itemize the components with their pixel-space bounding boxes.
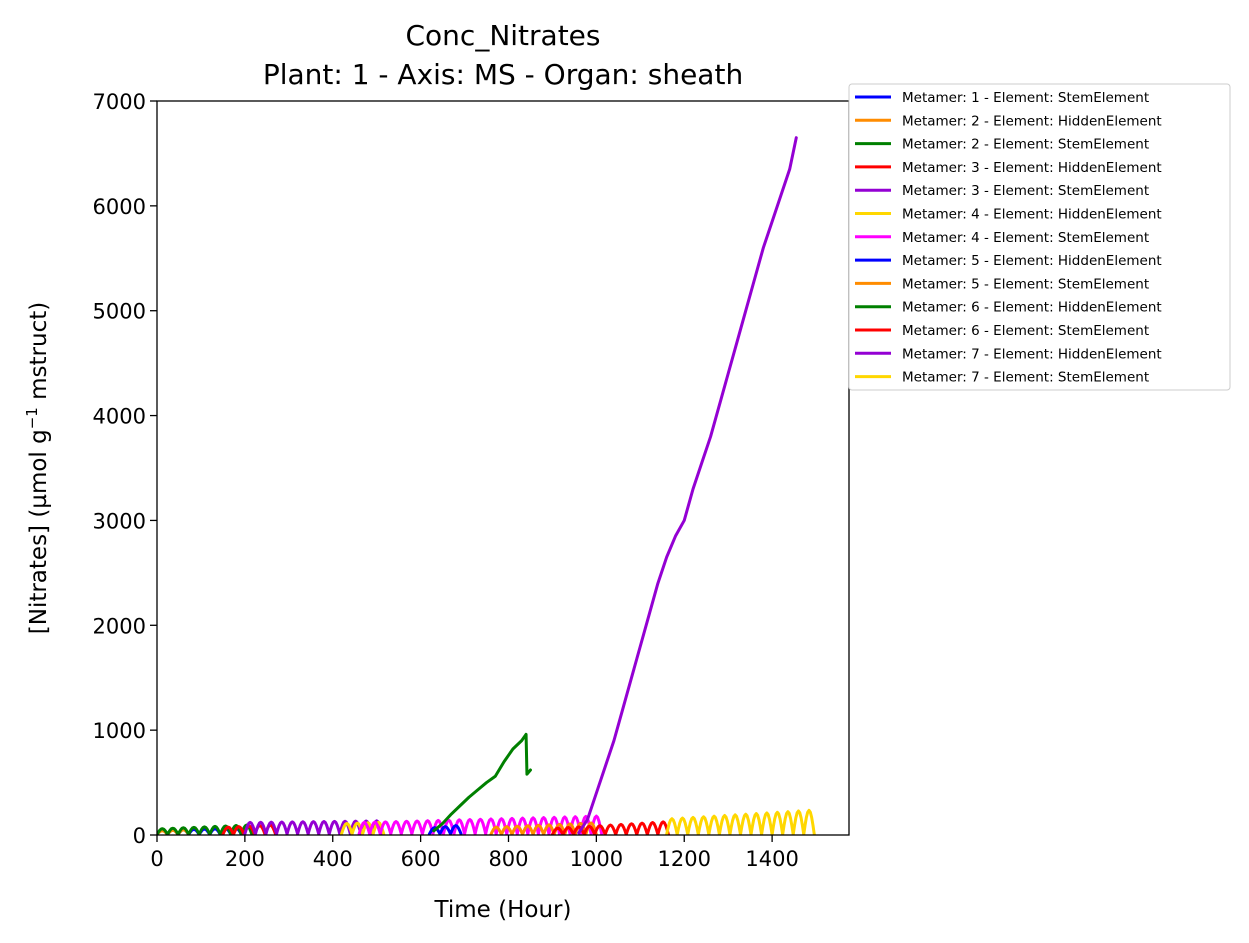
legend-entry: Metamer: 3 - Element: HiddenElement — [902, 160, 1162, 176]
y-tick-label: 7000 — [93, 90, 146, 114]
x-axis-label: Time (Hour) — [434, 897, 572, 923]
y-axis: 0 1000 2000 3000 4000 5000 6000 7000 — [93, 90, 157, 848]
chart-title: Conc_Nitrates — [406, 19, 601, 52]
x-tick-label: 200 — [225, 847, 265, 871]
legend-entry: Metamer: 7 - Element: StemElement — [902, 370, 1149, 386]
x-tick-label: 800 — [488, 847, 528, 871]
legend-entry: Metamer: 3 - Element: StemElement — [902, 183, 1149, 199]
legend-entry: Metamer: 6 - Element: HiddenElement — [902, 300, 1162, 316]
series-group — [157, 136, 816, 835]
series-line-3 — [157, 823, 254, 835]
legend-entry: Metamer: 4 - Element: HiddenElement — [902, 207, 1162, 223]
series-line-10 — [432, 732, 532, 833]
y-tick-label: 3000 — [93, 509, 146, 533]
x-tick-label: 0 — [150, 847, 163, 871]
legend-entry: Metamer: 1 - Element: StemElement — [902, 90, 1149, 106]
x-tick-label: 1200 — [658, 847, 711, 871]
x-axis: 0 200 400 600 800 1000 1200 1400 — [150, 835, 799, 871]
y-tick-label: 1000 — [93, 719, 146, 743]
y-axis-label: [Nitrates] (µmol g−1 mstruct) — [23, 302, 52, 634]
legend-entry: Metamer: 2 - Element: StemElement — [902, 137, 1149, 153]
chart-subtitle: Plant: 1 - Axis: MS - Organ: sheath — [263, 58, 743, 91]
legend: Metamer: 1 - Element: StemElement Metamer… — [848, 83, 1231, 391]
series-line-11 — [550, 820, 670, 835]
legend-entry: Metamer: 5 - Element: StemElement — [902, 276, 1149, 292]
legend-box — [848, 83, 1231, 391]
legend-entry: Metamer: 6 - Element: StemElement — [902, 323, 1149, 339]
y-tick-label: 4000 — [93, 405, 146, 429]
legend-entry: Metamer: 4 - Element: StemElement — [902, 230, 1149, 246]
y-tick-label: 6000 — [93, 195, 146, 219]
y-axis-label-main: [Nitrates] (µmol g — [26, 429, 52, 634]
legend-entry: Metamer: 2 - Element: HiddenElement — [902, 113, 1162, 129]
series-line-2 — [157, 828, 191, 835]
y-tick-label: 0 — [133, 824, 146, 848]
y-axis-label-tail: mstruct) — [26, 302, 52, 407]
x-tick-label: 1400 — [745, 847, 798, 871]
legend-entry: Metamer: 7 - Element: HiddenElement — [902, 346, 1162, 362]
y-axis-label-superscript: −1 — [23, 407, 41, 429]
series-line-8 — [427, 824, 463, 835]
plot-frame — [156, 100, 850, 836]
x-tick-label: 1000 — [570, 847, 623, 871]
x-tick-label: 400 — [313, 847, 353, 871]
y-tick-label: 2000 — [93, 614, 146, 638]
series-line-12 — [577, 136, 798, 835]
legend-entry: Metamer: 5 - Element: HiddenElement — [902, 253, 1162, 269]
x-tick-label: 600 — [401, 847, 441, 871]
y-tick-label: 5000 — [93, 300, 146, 324]
